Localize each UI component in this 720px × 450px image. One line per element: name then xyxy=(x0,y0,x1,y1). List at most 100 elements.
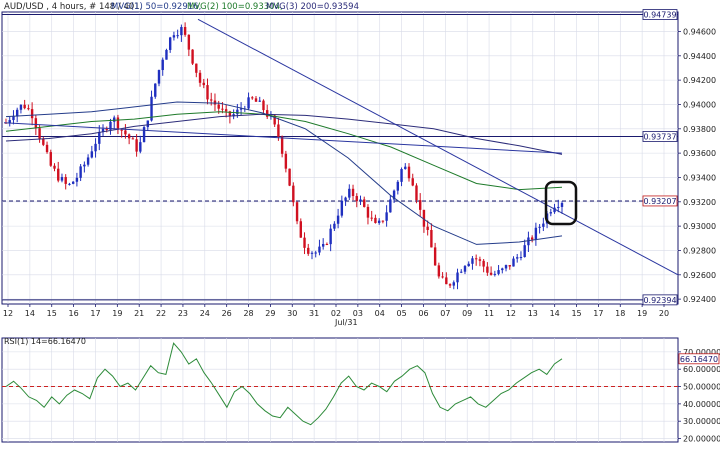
candle-body xyxy=(489,272,493,275)
x-tick-label: 16 xyxy=(69,309,79,318)
x-tick-label: 09 xyxy=(462,309,472,318)
candle-body xyxy=(198,72,202,83)
candle-body xyxy=(527,237,530,246)
candle-body xyxy=(239,108,243,110)
candle-body xyxy=(314,252,317,254)
x-tick-label: 23 xyxy=(178,309,188,318)
candle-body xyxy=(493,273,497,275)
main-chart-panel[interactable] xyxy=(1,11,679,305)
candle-body xyxy=(419,200,422,210)
candle-body xyxy=(202,82,205,86)
candle-body xyxy=(210,99,213,101)
y-tick-label: 0.92400 xyxy=(683,295,716,304)
candle-body xyxy=(460,271,463,273)
candle-body xyxy=(303,237,306,248)
candle-body xyxy=(131,138,135,140)
candle-body xyxy=(411,178,414,186)
candle-body xyxy=(157,70,161,84)
candle-body xyxy=(366,206,370,218)
rsi-grid xyxy=(2,338,678,442)
candle-body xyxy=(45,144,49,153)
candle-body xyxy=(359,199,362,202)
x-tick-label: 14 xyxy=(550,309,560,318)
candle-body xyxy=(426,226,429,230)
candle-body xyxy=(280,136,284,154)
candle-body xyxy=(273,115,276,125)
rsi-y-tick-label: 30.00000 xyxy=(683,417,720,426)
candle-body xyxy=(12,116,15,121)
price-levels: 0.94739 0.93737 0.93207 0.92394 xyxy=(2,9,678,306)
candle-body xyxy=(430,229,433,248)
candle-body xyxy=(224,109,228,112)
candle-body xyxy=(560,203,564,207)
candle-body xyxy=(348,188,351,198)
candle-body xyxy=(519,257,523,259)
candle-body xyxy=(42,138,45,145)
candle-body xyxy=(363,199,366,207)
candle-body xyxy=(553,207,556,213)
y-tick-label: 0.94000 xyxy=(683,100,716,109)
candle-body xyxy=(557,206,560,208)
rsi-y-tick-label: 60.00000 xyxy=(683,365,720,374)
mvg-line-1 xyxy=(5,101,563,245)
candle-body xyxy=(295,202,299,222)
candle-body xyxy=(254,98,258,102)
x-tick-label: 07 xyxy=(440,309,450,318)
candle-body xyxy=(288,168,291,186)
x-tick-label: 15 xyxy=(47,309,57,318)
candle-body xyxy=(374,217,377,223)
level-tag-current xyxy=(642,195,678,207)
price-axis: 0.94600 0.94400 0.94200 0.94000 0.93800 0.936… xyxy=(678,27,716,304)
candle-body xyxy=(266,110,269,117)
y-tick-label: 0.92800 xyxy=(683,246,716,255)
candle-body xyxy=(336,215,340,224)
candle-body xyxy=(445,277,448,285)
candle-body xyxy=(333,223,336,229)
candle-body xyxy=(452,282,455,286)
candle-body xyxy=(284,153,288,169)
x-tick-label: 04 xyxy=(375,309,385,318)
x-tick-label: 28 xyxy=(243,309,253,318)
y-tick-label: 0.94200 xyxy=(683,76,716,85)
candle-body xyxy=(113,117,116,122)
candle-body xyxy=(534,227,538,240)
rsi-y-tick-label: 20.00000 xyxy=(683,435,720,444)
x-tick-label: 12 xyxy=(506,309,516,318)
x-tick-label: 03 xyxy=(353,309,363,318)
candle-body xyxy=(340,200,344,216)
candle-body xyxy=(221,108,224,110)
candle-body xyxy=(228,111,232,117)
candle-body xyxy=(467,263,470,267)
rsi-panel[interactable] xyxy=(1,337,679,443)
candle-body xyxy=(116,117,120,130)
x-tick-label: 29 xyxy=(265,309,275,318)
candle-body xyxy=(180,27,183,36)
y-tick-label: 0.93800 xyxy=(683,125,716,134)
moving-averages xyxy=(5,101,563,245)
candle-body xyxy=(172,35,176,38)
candle-body xyxy=(404,166,407,170)
candle-body xyxy=(98,131,101,144)
candle-body xyxy=(474,258,478,260)
candle-body xyxy=(124,130,127,135)
candle-body xyxy=(501,268,504,271)
candle-body xyxy=(392,190,396,200)
level-tag-resistance xyxy=(642,131,678,142)
candle-body xyxy=(146,120,149,128)
candle-body xyxy=(53,165,56,169)
candle-body xyxy=(549,212,553,214)
candle-body xyxy=(165,49,168,60)
candle-body xyxy=(94,143,97,152)
x-tick-label: 18 xyxy=(615,309,625,318)
x-sub-label: Jul/31 xyxy=(334,318,358,327)
trendlines xyxy=(3,18,679,276)
candle-body xyxy=(307,247,310,254)
rsi-title: RSI(1) 14=66.16470 xyxy=(4,337,86,346)
candle-body xyxy=(415,185,418,201)
x-tick-label: 13 xyxy=(528,309,538,318)
candle-body xyxy=(377,220,381,223)
candle-body xyxy=(538,226,541,228)
candle-body xyxy=(217,104,220,109)
candle-body xyxy=(385,212,388,221)
candle-body xyxy=(120,129,123,131)
